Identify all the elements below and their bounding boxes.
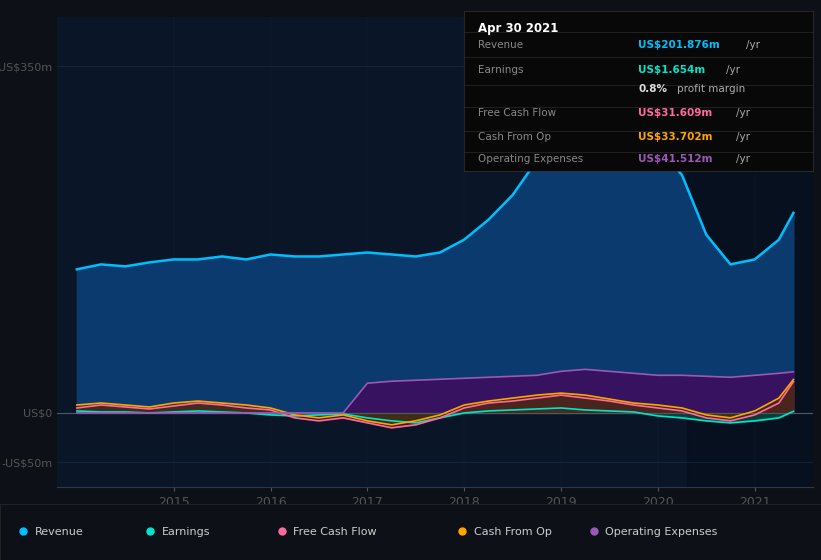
- Text: 0.8%: 0.8%: [639, 84, 667, 94]
- Text: /yr: /yr: [727, 65, 741, 75]
- Text: Operating Expenses: Operating Expenses: [605, 527, 718, 537]
- Text: US$31.609m: US$31.609m: [639, 108, 713, 118]
- Text: Earnings: Earnings: [162, 527, 210, 537]
- Text: Free Cash Flow: Free Cash Flow: [478, 108, 556, 118]
- Text: Free Cash Flow: Free Cash Flow: [293, 527, 377, 537]
- Text: Cash From Op: Cash From Op: [478, 132, 551, 142]
- Text: Revenue: Revenue: [34, 527, 83, 537]
- Text: US$1.654m: US$1.654m: [639, 65, 705, 75]
- Bar: [687, 17, 813, 487]
- Text: Operating Expenses: Operating Expenses: [478, 155, 583, 165]
- Text: /yr: /yr: [745, 40, 759, 49]
- Text: profit margin: profit margin: [677, 84, 745, 94]
- Text: /yr: /yr: [736, 132, 750, 142]
- Text: US$33.702m: US$33.702m: [639, 132, 713, 142]
- Text: /yr: /yr: [736, 155, 750, 165]
- Text: Revenue: Revenue: [478, 40, 523, 49]
- Text: US$201.876m: US$201.876m: [639, 40, 720, 49]
- Text: /yr: /yr: [736, 108, 750, 118]
- Text: US$41.512m: US$41.512m: [639, 155, 713, 165]
- Text: Cash From Op: Cash From Op: [474, 527, 552, 537]
- Text: Apr 30 2021: Apr 30 2021: [478, 22, 558, 35]
- Text: Earnings: Earnings: [478, 65, 523, 75]
